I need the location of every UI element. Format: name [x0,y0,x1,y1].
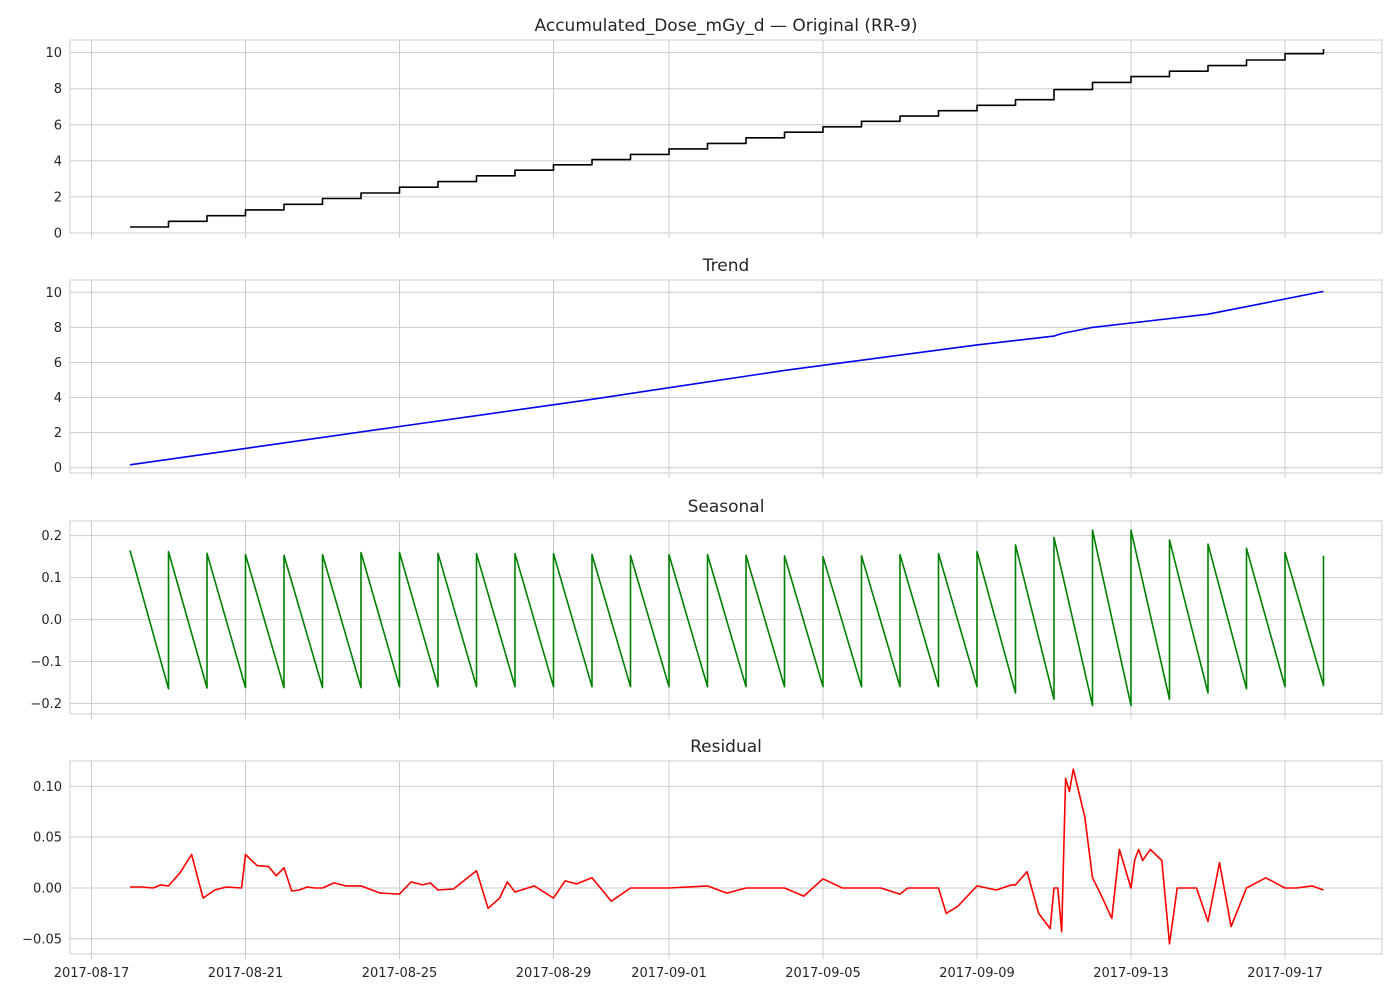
y-tick-label: −0.2 [30,697,62,712]
panel-frame [69,39,1383,234]
y-tick-label: 0.0 [41,613,62,628]
y-tick-label: 0 [54,461,62,476]
y-tick-label: 0.00 [33,881,62,896]
y-tick-label: 0.2 [41,529,62,544]
y-tick-label: 0.1 [41,571,62,586]
x-axis-labels: 2017-08-17 2017-08-21 2017-08-25 2017-08-29… [54,966,1323,981]
panel-seasonal: 0.2 0.1 0.0 −0.1 −0.2 Seasonal [30,497,1383,719]
panel-frame [69,520,1383,715]
y-tick-label: 10 [45,46,62,61]
y-tick-label: 10 [45,286,62,301]
series-line-original [130,49,1325,228]
series-line-trend [129,290,1324,466]
panel-title: Residual [690,737,762,757]
y-tick-label: 6 [54,118,62,133]
x-tick-label: 2017-08-29 [516,966,592,981]
y-tick-label: 0.05 [33,831,62,846]
panel-title: Trend [702,256,750,276]
y-tick-label: 2 [54,426,62,441]
x-tick-label: 2017-09-13 [1093,966,1169,981]
panel-trend: 0 2 4 6 8 10 Trend [45,256,1383,478]
y-tick-label: 2 [54,190,62,205]
x-tick-label: 2017-08-21 [208,966,284,981]
y-tick-label: 0 [54,227,62,242]
x-tick-label: 2017-08-25 [362,966,438,981]
x-tick-label: 2017-08-17 [54,966,130,981]
x-tick-label: 2017-09-01 [631,966,707,981]
y-tick-label: −0.1 [30,655,62,670]
x-tick-label: 2017-09-05 [785,966,861,981]
panel-frame [69,279,1383,474]
y-tick-label: −0.05 [22,932,62,947]
y-tick-label: 4 [54,391,62,406]
series-line-residual [130,768,1324,945]
panel-frame [69,760,1383,955]
panel-original: 0 2 4 6 8 10 Accumulated_Dose_mGy_d — Original… [45,16,1383,242]
panel-title: Accumulated_Dose_mGy_d — Original (RR-9) [535,16,918,36]
y-tick-label: 4 [54,154,62,169]
y-tick-label: 6 [54,356,62,371]
y-tick-label: 8 [54,82,62,97]
series-line-seasonal [129,529,1325,707]
y-tick-label: 8 [54,321,62,336]
panel-title: Seasonal [688,497,765,517]
x-tick-label: 2017-09-09 [939,966,1015,981]
panel-residual: 0.10 0.05 0.00 −0.05 Residual [22,737,1383,959]
y-tick-label: 0.10 [33,780,62,795]
x-tick-label: 2017-09-17 [1247,966,1323,981]
